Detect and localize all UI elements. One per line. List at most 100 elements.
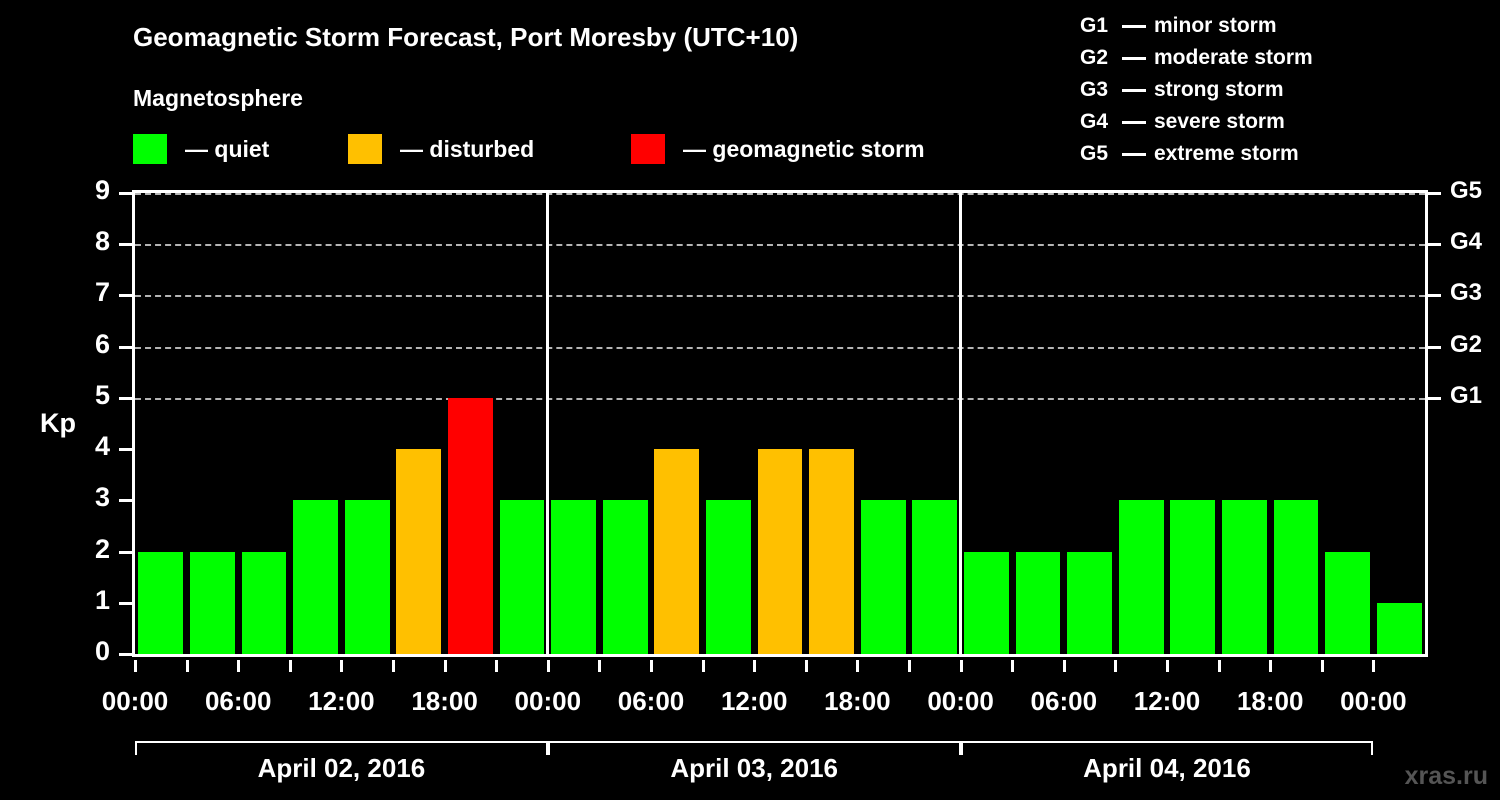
x-tick-mark-22 — [1269, 660, 1273, 672]
bar-4 — [344, 500, 390, 654]
y-tick-label-9: 9 — [94, 175, 110, 205]
x-tick-mark-10 — [650, 660, 653, 672]
g-axis-label-g2: G2 — [1450, 330, 1483, 358]
x-tick-mark-3 — [288, 660, 292, 672]
x-tick-mark-20 — [1166, 660, 1169, 672]
bar-6 — [447, 397, 493, 654]
g-legend-code: G2 — [1080, 46, 1109, 69]
bar-18 — [1067, 551, 1113, 654]
bar-24 — [1376, 602, 1422, 654]
legend-item-quiet: — quiet — [133, 133, 269, 165]
x-tick-mark-21 — [1217, 660, 1221, 672]
x-tick-label-4: 00:00 — [514, 686, 582, 716]
g-legend-row-g4: G4 severe storm — [1080, 106, 1313, 138]
page-title: Geomagnetic Storm Forecast, Port Moresby… — [133, 22, 799, 52]
g-legend-code: G4 — [1080, 110, 1109, 133]
g-legend-desc: severe storm — [1154, 110, 1285, 133]
gridline-kp-7 — [135, 295, 1425, 298]
y-tick-mark-2 — [119, 550, 132, 554]
g-legend-code: G1 — [1080, 14, 1109, 37]
legend-item-disturbed: — disturbed — [348, 133, 534, 165]
x-tick-mark-14 — [856, 660, 860, 672]
g-axis-label-g1: G1 — [1450, 381, 1483, 409]
bar-12 — [757, 449, 803, 654]
y-tick-label-5: 5 — [94, 379, 110, 410]
y-tick-mark-4 — [119, 448, 132, 452]
bar-3 — [293, 500, 339, 654]
g-legend-code: G5 — [1080, 142, 1109, 165]
g-legend-code: G3 — [1080, 78, 1109, 101]
x-tick-mark-2 — [237, 660, 241, 672]
bar-20 — [1170, 500, 1216, 654]
g-axis-label-g4: G4 — [1450, 228, 1483, 256]
x-tick-label-6: 12:00 — [720, 686, 788, 716]
bar-15 — [912, 500, 958, 654]
bar-8 — [551, 500, 597, 654]
x-tick-label-2: 12:00 — [308, 686, 375, 716]
x-tick-label-5: 06:00 — [617, 686, 685, 716]
day-label-2: April 03, 2016 — [670, 753, 839, 783]
bar-22 — [1273, 500, 1319, 654]
y-tick-mark-9 — [119, 192, 132, 195]
x-tick-mark-16 — [959, 660, 963, 672]
legend-label-quiet: — quiet — [185, 135, 270, 162]
y-tick-label-3: 3 — [94, 482, 110, 513]
watermark: xras.ru — [1404, 762, 1488, 790]
chart-subtitle: Magnetosphere — [133, 85, 303, 111]
y-tick-label-7: 7 — [94, 277, 110, 308]
x-tick-mark-0 — [134, 660, 137, 672]
bar-14 — [860, 500, 906, 654]
gridline-kp-9 — [135, 193, 1425, 195]
y-axis-title: Kp — [40, 408, 76, 438]
y-tick-label-8: 8 — [94, 226, 110, 257]
day-bracket-1 — [135, 741, 548, 755]
bar-11 — [705, 500, 751, 654]
bar-9 — [602, 500, 648, 654]
g-axis-label-g3: G3 — [1450, 279, 1483, 307]
g-tick-mark-g2 — [1428, 345, 1441, 349]
y-tick-mark-7 — [119, 294, 132, 298]
bar-2 — [241, 551, 287, 654]
g-tick-mark-g3 — [1428, 294, 1441, 298]
x-tick-mark-12 — [753, 660, 757, 672]
em-dash-icon — [1122, 88, 1146, 92]
plot-inner — [135, 193, 1425, 654]
legend-swatch-storm — [631, 134, 665, 164]
g-legend-row-g2: G2 moderate storm — [1080, 42, 1313, 74]
y-tick-mark-3 — [119, 499, 132, 503]
x-tick-mark-18 — [1062, 660, 1066, 672]
bar-13 — [809, 449, 855, 654]
x-tick-label-1: 06:00 — [204, 686, 272, 716]
legend-label-disturbed: — disturbed — [400, 135, 535, 162]
bar-23 — [1325, 551, 1371, 654]
g-legend-desc: strong storm — [1154, 78, 1284, 101]
bar-19 — [1118, 500, 1164, 654]
bar-7 — [499, 500, 545, 654]
x-tick-mark-4 — [340, 660, 344, 672]
x-tick-label-9: 06:00 — [1030, 686, 1098, 716]
gridline-kp-8 — [135, 244, 1425, 247]
gridline-kp-6 — [135, 346, 1425, 349]
em-dash-icon — [1122, 152, 1146, 156]
y-tick-mark-5 — [119, 396, 132, 400]
em-dash-icon — [1122, 120, 1146, 124]
legend-swatch-disturbed — [348, 134, 382, 164]
x-tick-label-12: 00:00 — [1340, 686, 1407, 716]
x-tick-label-7: 18:00 — [824, 686, 891, 716]
legend-swatch-quiet — [133, 134, 167, 164]
g-legend-desc: minor storm — [1154, 14, 1277, 37]
bar-0 — [138, 551, 184, 654]
x-tick-mark-1 — [185, 660, 189, 672]
legend-item-storm: — geomagnetic storm — [631, 133, 925, 165]
x-tick-mark-19 — [1114, 660, 1118, 672]
day-label-1: April 02, 2016 — [257, 753, 426, 783]
g-tick-mark-g4 — [1428, 243, 1441, 247]
em-dash-icon — [1122, 24, 1146, 28]
y-tick-mark-8 — [119, 243, 132, 247]
plot-area — [132, 190, 1428, 657]
gridline-kp-5 — [135, 397, 1425, 400]
bar-5 — [396, 449, 442, 654]
g-legend-row-g5: G5 extreme storm — [1080, 138, 1313, 170]
bar-10 — [654, 449, 700, 654]
